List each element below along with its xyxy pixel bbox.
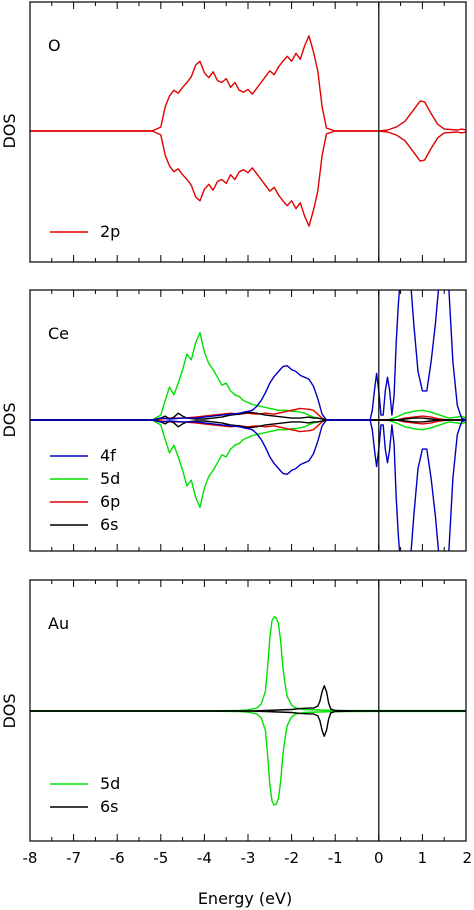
panel-o-y-label: DOS: [0, 113, 19, 148]
panel-ce-legend-label-4f: 4f: [100, 446, 116, 465]
panel-o-series-2p-down: [30, 130, 466, 227]
x-tick-label: -1: [328, 849, 343, 867]
panel-ce-legend-label-6p: 6p: [100, 492, 120, 511]
x-tick-label: 2: [462, 849, 472, 867]
panel-o-curves: [30, 35, 466, 227]
panel-ce-title: Ce: [48, 324, 69, 343]
panel-au-curves: [30, 616, 466, 806]
panel-ce-series-6s-up: [30, 411, 466, 421]
x-tick-label: -6: [110, 849, 125, 867]
panel-ce-series-5d-down: [30, 419, 466, 508]
panels-group: DOS O 2p DOS Ce 4f 5d 6p 6s DOS Au 5d 6s -8 -7 -6 -5 -4 -3…: [0, 1, 472, 867]
panel-ce-series-4f-up: [30, 290, 466, 421]
panel-o-frame: [29, 1, 467, 263]
panel-ce-y-label: DOS: [0, 402, 19, 437]
panel-au-series-5d-up: [30, 616, 466, 712]
x-tick-label: -2: [284, 849, 299, 867]
x-tick-label: -7: [66, 849, 81, 867]
panel-au-legend-label-6s: 6s: [100, 797, 119, 816]
panel-ce-series-6s-down: [30, 419, 466, 429]
panel-ce-series-5d-up: [30, 332, 466, 421]
panel-o-series-2p-up: [30, 35, 466, 132]
panel-o-legend-label-2p: 2p: [100, 222, 120, 241]
panel-ce-series-6p-down: [30, 419, 466, 433]
panel-o-title: O: [48, 36, 61, 55]
x-tick-label: -4: [197, 849, 212, 867]
panel-ce-series-4f-down: [30, 419, 466, 551]
x-tick-label: -5: [153, 849, 168, 867]
panel-au-title: Au: [48, 614, 69, 633]
panel-au-y-label: DOS: [0, 693, 19, 728]
panel-au: DOS Au 5d 6s: [0, 579, 467, 842]
x-tick-label: -3: [241, 849, 256, 867]
panel-ce-series-6p-up: [30, 407, 466, 421]
panel-ce: DOS Ce 4f 5d 6p 6s: [0, 289, 467, 552]
x-axis-label: Energy (eV): [198, 889, 292, 908]
panel-au-series-5d-down: [30, 710, 466, 806]
panel-ce-curves: [30, 290, 466, 551]
panel-ce-legend-label-6s: 6s: [100, 515, 119, 534]
x-tick-labels: -8 -7 -6 -5 -4 -3 -2 -1 0 1 2: [23, 849, 472, 867]
panel-au-legend-label-5d: 5d: [100, 774, 120, 793]
x-tick-label: 1: [418, 849, 428, 867]
panel-au-series-6s-up: [30, 685, 466, 712]
panel-au-series-6s-down: [30, 710, 466, 737]
x-tick-label: 0: [374, 849, 384, 867]
x-tick-label: -8: [23, 849, 38, 867]
panel-ce-legend-label-5d: 5d: [100, 469, 120, 488]
panel-o: DOS O 2p: [0, 1, 467, 263]
